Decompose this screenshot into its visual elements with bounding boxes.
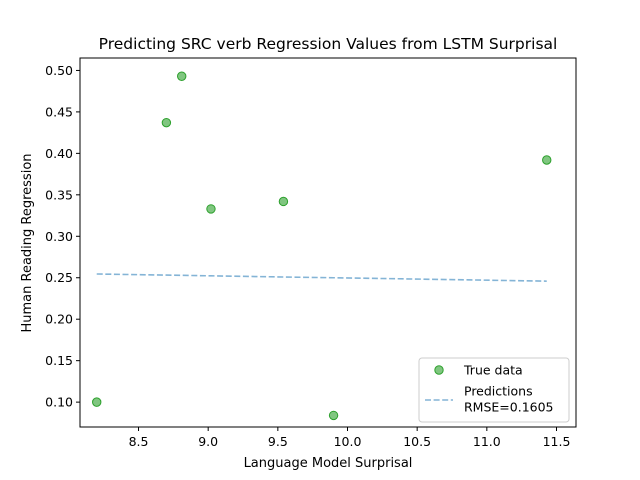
- data-point: [328, 410, 339, 421]
- x-tick-label: 11.5: [543, 434, 571, 449]
- x-tick-label: 9.0: [198, 434, 218, 449]
- x-tick-label: 10.0: [334, 434, 362, 449]
- data-point: [177, 71, 187, 81]
- legend-label-true-data: True data: [463, 363, 523, 378]
- prediction-line: [96, 273, 547, 282]
- y-tick-label: 0.20: [45, 312, 73, 327]
- y-tick-label: 0.35: [45, 187, 73, 202]
- x-axis-label: Language Model Surprisal: [244, 456, 413, 471]
- data-point: [161, 117, 172, 128]
- legend: True data Predictions RMSE=0.1605: [418, 357, 570, 423]
- data-point: [542, 155, 552, 165]
- data-point: [92, 397, 102, 407]
- y-tick-label: 0.50: [45, 63, 73, 78]
- data-point: [206, 204, 216, 214]
- legend-box: [418, 357, 570, 423]
- x-tick-label: 10.5: [403, 434, 431, 449]
- plot-area: [92, 71, 552, 421]
- y-tick-label: 0.25: [45, 270, 73, 285]
- chart-title: Predicting SRC verb Regression Values fr…: [99, 35, 558, 53]
- y-tick-label: 0.40: [45, 146, 73, 161]
- plot-frame: [79, 57, 577, 428]
- y-tick-label: 0.10: [45, 395, 73, 410]
- legend-label-predictions: Predictions RMSE=0.1605: [464, 384, 554, 415]
- x-tick-label: 8.5: [129, 434, 149, 449]
- y-axis-label: Human Reading Regression: [20, 153, 35, 332]
- x-tick-label: 11.0: [473, 434, 501, 449]
- axes: 8.5 9.0 9.5 10.0 10.5 11.0 11.5 0.10 0.15 0.20 0.2…: [45, 57, 577, 449]
- y-tick-label: 0.45: [45, 104, 73, 119]
- y-tick-label: 0.30: [45, 229, 73, 244]
- y-tick-label: 0.15: [45, 353, 73, 368]
- data-point: [278, 196, 289, 207]
- x-tick-label: 9.5: [268, 434, 288, 449]
- legend-marker-true-data: [434, 365, 444, 375]
